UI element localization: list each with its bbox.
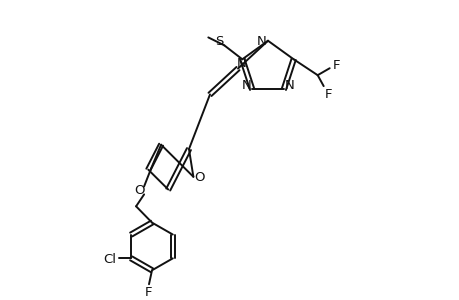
Text: N: N xyxy=(285,79,294,92)
Text: F: F xyxy=(332,59,340,72)
Text: N: N xyxy=(236,57,246,70)
Text: O: O xyxy=(134,184,144,197)
Text: F: F xyxy=(324,88,332,100)
Text: Cl: Cl xyxy=(103,253,117,266)
Text: N: N xyxy=(257,35,266,48)
Text: S: S xyxy=(215,35,223,48)
Text: N: N xyxy=(241,79,251,92)
Text: F: F xyxy=(145,286,152,299)
Text: O: O xyxy=(194,171,204,184)
